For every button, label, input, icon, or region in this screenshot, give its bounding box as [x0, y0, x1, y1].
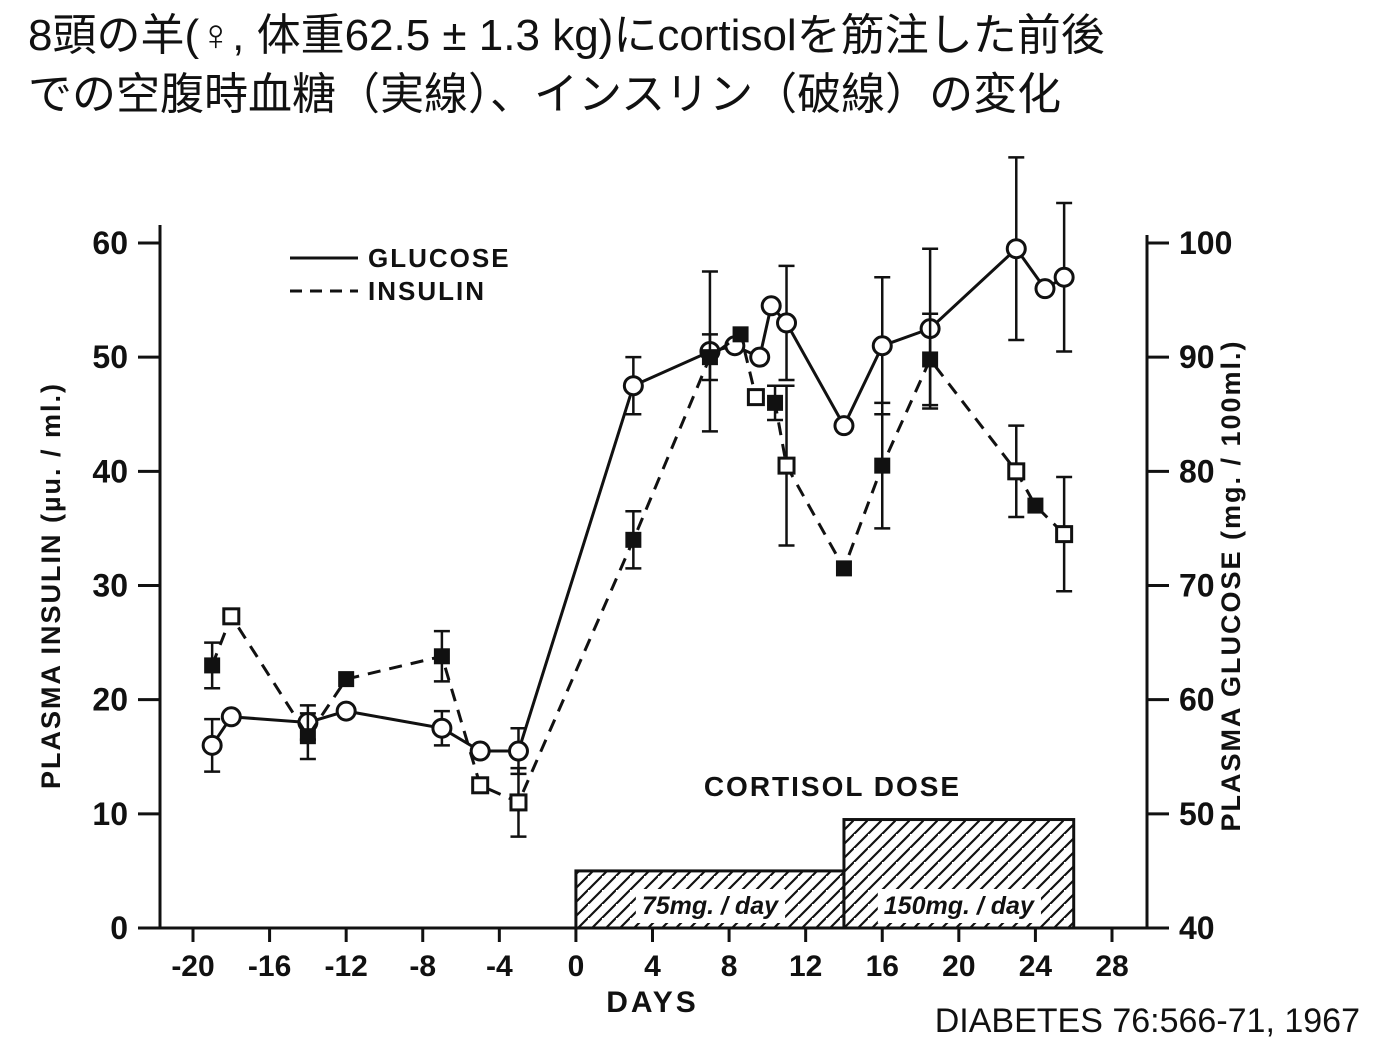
x-tick-label: -20: [171, 950, 214, 983]
dose-bar-label: 75mg. / day: [642, 892, 779, 920]
y-left-tick-label: 0: [110, 910, 128, 946]
y-left-tick-label: 60: [92, 225, 128, 261]
y-right-tick-label: 50: [1179, 796, 1215, 832]
x-tick-label: 0: [568, 950, 585, 983]
x-tick-label: 16: [866, 950, 899, 983]
x-tick-label: 8: [721, 950, 738, 983]
figure-title: 8頭の羊(♀, 体重62.5 ± 1.3 kg)にcortisolを筋注した前後…: [28, 6, 1368, 125]
marker-square-open: [509, 793, 528, 812]
marker-square-filled: [338, 671, 355, 688]
x-tick-label: 28: [1095, 950, 1128, 983]
y-right-tick-label: 100: [1179, 225, 1232, 261]
y-right-axis-title: PLASMA GLUCOSE (mg. / 100ml.): [1216, 339, 1246, 831]
marker-circle-open: [335, 700, 357, 722]
marker-circle-open: [1034, 278, 1056, 300]
marker-square-open: [746, 388, 765, 407]
dose-bars-title: CORTISOL DOSE: [704, 771, 961, 802]
x-tick-label: -16: [248, 950, 291, 983]
y-left-tick-label: 10: [92, 796, 128, 832]
marker-circle-open: [833, 415, 855, 437]
marker-circle-open: [1053, 266, 1075, 288]
x-tick-label: 4: [644, 950, 661, 983]
marker-circle-open: [749, 346, 771, 368]
series-glucose: [201, 156, 1075, 776]
y-left-tick-label: 50: [92, 339, 128, 375]
marker-square-filled: [204, 657, 221, 674]
marker-square-filled: [433, 648, 450, 665]
figure-title-line2: での空腹時血糖（実線）、インスリン（破線）の変化: [28, 70, 1062, 120]
marker-square-filled: [767, 394, 784, 411]
marker-square-open: [1055, 525, 1074, 544]
marker-circle-open: [760, 295, 782, 317]
y-left-tick-label: 40: [92, 453, 128, 489]
x-tick-label: -4: [486, 950, 513, 983]
series-insulin: [204, 312, 1074, 838]
marker-circle-open: [469, 740, 491, 762]
x-tick-label: 12: [789, 950, 822, 983]
figure-title-line1: 8頭の羊(♀, 体重62.5 ± 1.3 kg)にcortisolを筋注した前後: [28, 11, 1105, 60]
x-tick-label: -8: [409, 950, 436, 983]
marker-circle-open: [220, 706, 242, 728]
x-tick-label: 24: [1019, 950, 1053, 983]
y-right-tick-label: 70: [1179, 568, 1215, 604]
marker-circle-open: [431, 717, 453, 739]
marker-square-open: [777, 456, 796, 475]
y-right-tick-label: 40: [1179, 910, 1215, 946]
y-right-tick-label: 90: [1179, 339, 1215, 375]
legend-label: GLUCOSE: [368, 243, 511, 273]
marker-square-filled: [732, 326, 749, 343]
marker-circle-open: [1005, 238, 1027, 260]
marker-circle-open: [776, 312, 798, 334]
dose-bars: 75mg. / day 150mg. / day CORTISOL DOSE: [574, 771, 1076, 930]
y-right-tick-label: 80: [1179, 453, 1215, 489]
marker-square-filled: [835, 560, 852, 577]
marker-circle-open: [201, 734, 223, 756]
y-right-tick-label: 60: [1179, 682, 1215, 718]
marker-square-filled: [701, 349, 718, 366]
marker-square-filled: [625, 531, 642, 548]
marker-circle-open: [871, 335, 893, 357]
dose-bar-label: 150mg. / day: [884, 892, 1035, 920]
marker-square-open: [222, 607, 241, 626]
marker-square-filled: [922, 351, 939, 368]
marker-square-open: [471, 776, 490, 795]
marker-square-filled: [299, 728, 316, 745]
marker-square-filled: [1027, 497, 1044, 514]
x-axis-title: DAYS: [606, 986, 699, 1019]
legend-label: INSULIN: [368, 276, 486, 306]
x-tick-label: 20: [942, 950, 975, 983]
chart-canvas: 75mg. / day 150mg. / day CORTISOL DOSE 0 10 2…: [36, 156, 1246, 1019]
marker-square-open: [1007, 462, 1026, 481]
marker-circle-open: [622, 375, 644, 397]
y-left-tick-label: 30: [92, 568, 128, 604]
marker-square-filled: [874, 457, 891, 474]
x-tick-label: -12: [324, 950, 367, 983]
marker-circle-open: [507, 740, 529, 762]
y-left-axis-title: PLASMA INSULIN (µu. / ml.): [36, 382, 66, 789]
y-left-tick-label: 20: [92, 682, 128, 718]
citation-text: DIABETES 76:566-71, 1967: [934, 1002, 1360, 1040]
